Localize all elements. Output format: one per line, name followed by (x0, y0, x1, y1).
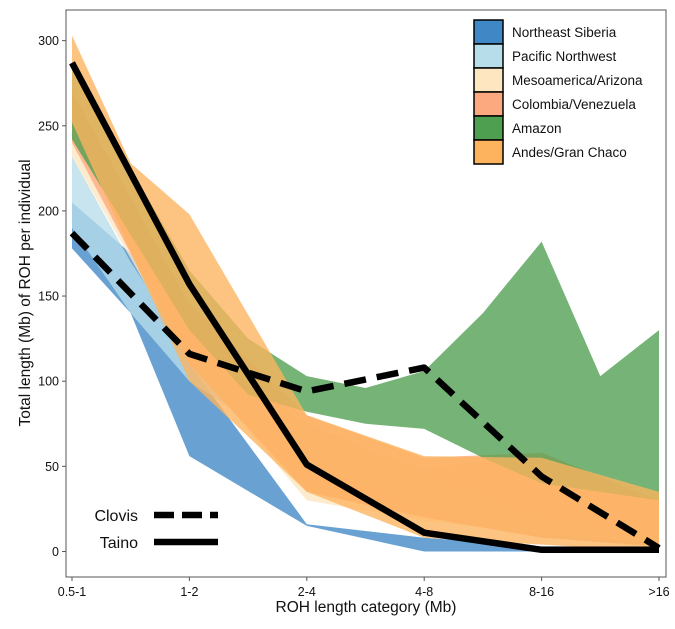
legend-label: Northeast Siberia (512, 25, 617, 40)
legend-label: Colombia/Venezuela (512, 97, 636, 112)
x-axis-title: ROH length category (Mb) (276, 599, 457, 616)
legend-label: Pacific Northwest (512, 49, 617, 64)
x-tick-label: 2-4 (298, 585, 316, 599)
series-line-taino (69, 61, 659, 554)
y-axis-title: Total length (Mb) of ROH per individual (17, 159, 34, 426)
legend-swatch (473, 139, 504, 165)
x-tick-label: >16 (648, 585, 669, 599)
bands-layer (72, 35, 659, 552)
y-tick-label: 0 (52, 545, 59, 559)
x-tick-label: 4-8 (415, 585, 433, 599)
band-4 (72, 71, 659, 501)
legend-swatch (473, 115, 504, 141)
y-tick-label: 250 (38, 119, 59, 133)
y-tick-label: 300 (38, 34, 59, 48)
legend-swatch (473, 67, 504, 93)
band-legend: Northeast Siberia Pacific Northwest Mesoam… (473, 19, 643, 165)
line-legend: Clovis Taino (94, 508, 218, 552)
legend-label: Mesoamerica/Arizona (512, 73, 643, 88)
y-tick-label: 150 (38, 290, 59, 304)
legend-label: Amazon (512, 121, 562, 136)
series-line-clovis (69, 230, 661, 551)
x-tick-label: 8-16 (529, 585, 554, 599)
x-tick-label: 1-2 (180, 585, 198, 599)
legend-swatch (473, 43, 504, 69)
line-legend-label: Taino (100, 535, 138, 552)
y-tick-label: 200 (38, 204, 59, 218)
line-legend-label: Clovis (94, 508, 138, 525)
y-tick-label: 50 (45, 460, 59, 474)
legend-swatch (473, 91, 504, 117)
band-5 (72, 35, 659, 552)
y-axis: 0 50 100 150 200 250 300 (38, 34, 66, 559)
y-tick-label: 100 (38, 375, 59, 389)
legend-label: Andes/Gran Chaco (512, 145, 627, 160)
legend-swatch (473, 19, 504, 45)
lines-layer (69, 61, 661, 554)
plot-border (65, 9, 667, 578)
band-0 (72, 202, 659, 552)
x-axis: 0.5-1 1-2 2-4 4-8 8-16 >16 (58, 577, 670, 599)
x-tick-label: 0.5-1 (58, 585, 87, 599)
